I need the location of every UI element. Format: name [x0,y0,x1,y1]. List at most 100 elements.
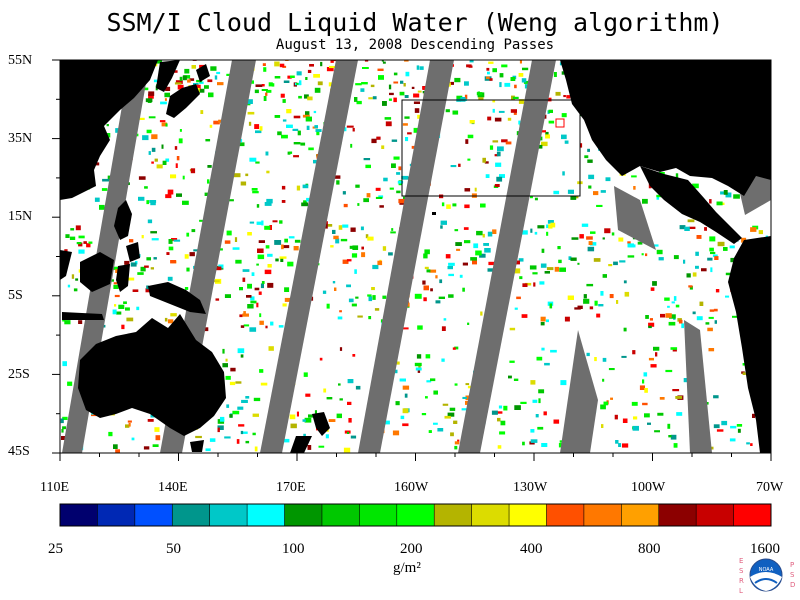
cloud-cell [298,95,302,99]
cloud-cell [196,79,203,83]
cloud-cell [307,96,313,101]
cloud-cell [469,120,475,124]
cloud-cell [217,82,224,86]
cloud-cell [128,57,131,60]
cloud-cell [296,82,299,85]
cloud-cell [454,77,461,83]
cloud-cell [316,131,320,136]
cloud-cell [567,189,574,194]
cloud-cell [720,191,725,195]
cloud-cell [226,56,230,59]
cloud-cell [306,197,311,202]
cloud-cell [232,410,240,415]
cloud-cell [330,60,334,63]
cloud-cell [514,307,518,310]
cloud-cell [159,120,166,123]
cloud-cell [337,316,343,320]
cloud-cell [487,268,494,272]
cloud-cell [381,145,385,149]
cloud-cell [230,367,236,372]
cloud-cell [72,55,76,60]
cloud-cell [537,426,544,430]
cloud-cell [241,399,248,403]
cloud-cell [657,412,664,416]
cloud-cell [274,61,280,67]
cloud-cell [287,75,292,79]
cloud-cell [602,378,605,382]
cloud-cell [154,158,158,162]
cloud-cell [113,444,118,449]
cloud-cell [650,287,655,291]
cloud-cell [393,72,398,76]
cloud-cell [347,379,354,384]
land-masses [60,60,771,453]
cloud-cell [501,64,508,68]
cloud-cell [416,65,420,70]
cloud-cell [246,99,253,104]
cloud-cell [555,91,561,96]
cloud-cell [512,96,519,99]
cloud-cell [218,264,224,269]
cloud-cell [462,396,467,399]
cloud-cell [350,435,357,439]
cloud-cell [325,223,328,229]
cloud-cell [257,254,265,260]
cloud-cell [182,175,185,180]
cloud-cell [440,220,447,225]
cloud-cell [485,174,490,178]
cloud-cell [368,296,373,302]
cloud-cell [352,354,356,357]
cloud-cell [265,325,268,329]
cloud-cell [520,401,527,404]
cloud-cell [294,57,300,60]
cloud-cell [522,67,529,71]
cloud-cell [106,124,109,127]
cloud-cell [623,327,627,332]
cloud-cell [541,443,548,447]
cloud-cell [315,129,322,132]
cloud-cell [282,303,287,307]
cloud-cell [667,423,671,429]
cloud-cell [659,397,665,400]
cloud-cell [508,375,512,379]
cloud-cell [491,410,498,415]
cloud-cell [400,415,405,420]
cloud-cell [499,82,502,88]
colorbar-swatch [97,504,136,526]
cloud-cell [278,325,284,328]
cloud-cell [125,307,130,311]
cloud-cell [317,81,323,86]
cloud-cell [236,439,240,444]
cloud-cell [571,237,579,240]
cloud-cell [313,74,320,78]
cloud-cell [351,253,358,258]
cloud-cell [699,301,704,306]
cloud-cell [339,310,342,313]
cloud-cell [242,313,249,317]
cloud-cell [455,242,462,246]
cloud-cell [261,84,265,87]
cloud-cell [383,420,390,425]
cloud-cell [600,291,604,296]
cloud-cell [402,327,409,330]
lat-label: 5S [8,288,23,303]
cloud-cell [189,252,195,257]
cloud-cell [267,264,272,268]
cloud-cell [334,175,341,179]
cloud-cell [367,236,374,241]
cloud-cell [127,420,132,423]
cloud-cell [399,91,405,96]
cloud-cell [395,55,401,59]
cloud-cell [518,73,524,77]
cloud-cell [671,301,675,304]
cloud-cell [216,71,221,75]
cloud-cell [713,424,720,429]
cloud-cell [622,443,629,448]
cloud-cell [454,383,458,386]
logo-letter: S [739,567,744,575]
cloud-cell [175,163,178,168]
cloud-cell [147,419,154,422]
cloud-cell [633,416,638,420]
cloud-cell [293,246,299,251]
cloud-cell [594,357,597,362]
